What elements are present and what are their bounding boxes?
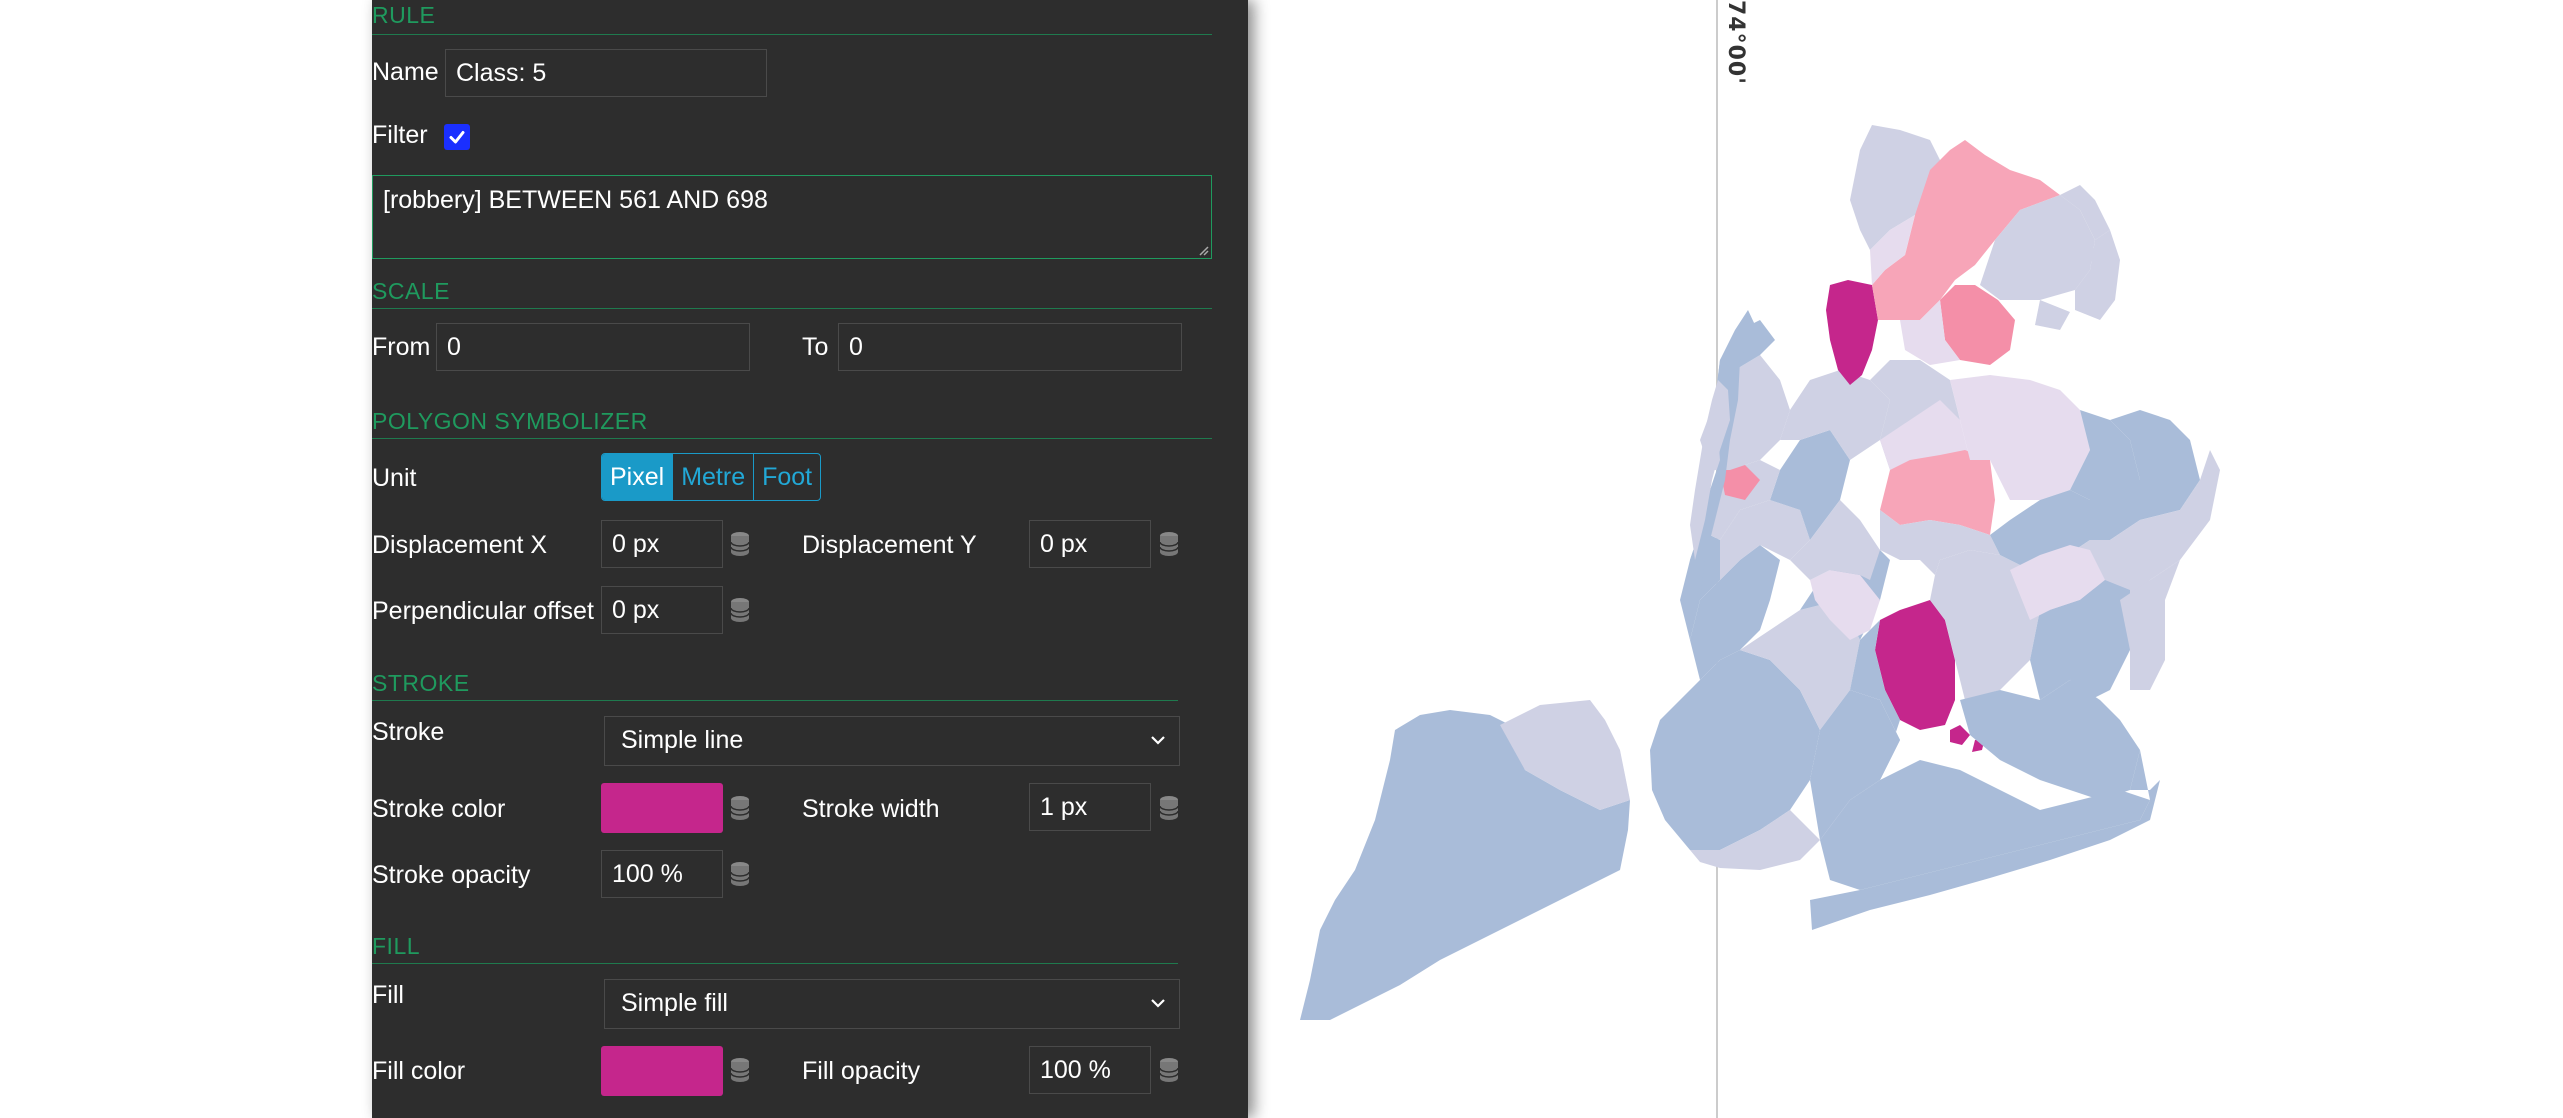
map-region [1690,380,1730,560]
displacement-x-label: Displacement X [372,531,548,559]
map-region [1875,600,1955,730]
database-icon[interactable] [729,795,751,821]
section-stroke: STROKE [372,670,1178,701]
map-region [2010,545,2105,620]
database-icon[interactable] [1158,1057,1180,1083]
map-region [1872,140,2060,320]
section-scale: SCALE [372,278,1212,309]
scale-to-input[interactable]: 0 [838,323,1182,371]
filter-expression-textarea[interactable]: [robbery] BETWEEN 561 AND 698 [372,175,1212,259]
unit-label: Unit [372,464,417,492]
name-input[interactable]: Class: 5 [445,49,767,97]
map-region [1810,570,1880,640]
map-region [1950,375,2090,500]
map-region [1960,680,2140,800]
map-region [1715,320,1775,400]
map-region [2075,230,2120,320]
map-region [1810,690,1900,840]
map-region [1950,725,1985,752]
map-region [2070,410,2140,540]
map-region [1790,500,1880,580]
displacement-y-label: Displacement Y [802,531,977,559]
map-region [1930,550,2040,700]
stroke-width-label: Stroke width [802,795,940,823]
map-region [1690,310,1755,600]
chevron-down-icon [1151,736,1165,745]
map-region [1880,510,2000,575]
checkmark-icon [449,131,465,144]
map-region [1820,760,2150,890]
map-region [1300,710,1630,1020]
stroke-type-select[interactable]: Simple line [604,716,1180,766]
unit-pixel-button[interactable]: Pixel [602,454,674,500]
map-region [1650,650,1820,850]
scale-from-label: From [372,333,431,361]
map-region [1850,620,1900,780]
stroke-color-label: Stroke color [372,795,506,823]
section-polygon-symbolizer: POLYGON SYMBOLIZER [372,408,1212,439]
map-region [2110,410,2200,520]
map-region [1690,810,1820,870]
fill-color-swatch[interactable] [601,1046,723,1096]
map-region [1810,750,2160,930]
fill-opacity-input[interactable]: 100 % [1029,1046,1151,1094]
filter-checkbox[interactable] [444,124,470,150]
map-region [1940,285,2015,365]
map-region [1720,500,1810,580]
map-region [2060,185,2110,240]
displacement-x-input[interactable]: 0 px [601,520,723,568]
graticule-label: 74°00' [1723,0,1748,85]
resize-grip-icon[interactable] [1197,244,1209,256]
name-label: Name [372,58,439,86]
map-region [1500,700,1630,810]
scale-from-input[interactable]: 0 [436,323,750,371]
map-region [1740,600,1860,730]
stroke-type-value: Simple line [621,726,744,754]
fill-type-value: Simple fill [621,989,728,1017]
stroke-color-swatch[interactable] [601,783,723,833]
section-fill: FILL [372,933,1178,964]
filter-expression-text: [robbery] BETWEEN 561 AND 698 [383,186,768,214]
map-region [2090,245,2110,292]
displacement-y-input[interactable]: 0 px [1029,520,1151,568]
stroke-opacity-label: Stroke opacity [372,861,531,889]
unit-segmented-control: Pixel Metre Foot [601,453,822,501]
map-region [1980,195,2095,300]
scale-to-label: To [802,333,829,361]
database-icon[interactable] [729,597,751,623]
map-region [2050,580,2130,700]
filter-label: Filter [372,121,428,149]
chevron-down-icon [1151,999,1165,1008]
perpendicular-offset-label: Perpendicular offset [372,597,594,625]
perpendicular-offset-input[interactable]: 0 px [601,586,723,634]
fill-opacity-label: Fill opacity [802,1057,921,1085]
fill-color-label: Fill color [372,1057,466,1085]
style-editor-panel: RULE Name Class: 5 Filter [robbery] BETW… [372,0,1248,1118]
stroke-width-input[interactable]: 1 px [1029,783,1151,831]
map-region [2035,300,2070,330]
fill-label: Fill [372,981,404,1009]
stroke-label: Stroke [372,718,445,746]
database-icon[interactable] [729,1057,751,1083]
map-region [1690,545,1780,680]
database-icon[interactable] [1158,531,1180,557]
map-region [1770,430,1850,540]
database-icon[interactable] [729,861,751,887]
database-icon[interactable] [1158,795,1180,821]
map-region [1826,280,1878,385]
map-region [1850,125,1945,250]
section-rule: RULE [372,2,1212,35]
map-region [1780,370,1890,460]
stroke-opacity-input[interactable]: 100 % [601,850,723,898]
fill-type-select[interactable]: Simple fill [604,979,1180,1029]
unit-metre-button[interactable]: Metre [673,454,755,500]
map-region [1870,215,1915,285]
unit-foot-button[interactable]: Foot [762,463,813,491]
map-region [1880,450,1995,535]
map-region [1900,300,1960,365]
database-icon[interactable] [729,531,751,557]
map-region [2120,560,2180,690]
map-preview[interactable] [1248,0,2563,1118]
